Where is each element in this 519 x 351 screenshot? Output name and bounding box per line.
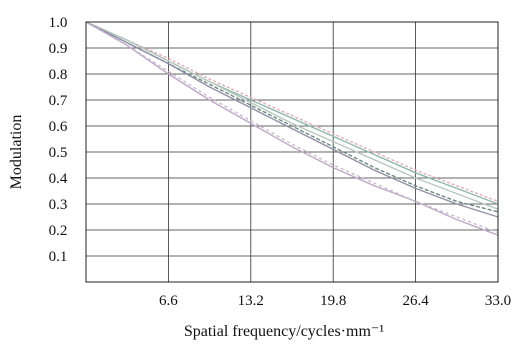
x-tick-label: 26.4	[402, 293, 429, 309]
series-line-6	[85, 21, 499, 236]
x-tick-label: 33.0	[485, 293, 511, 309]
series-line-5	[85, 21, 499, 218]
series-line-1	[85, 21, 499, 203]
plot-frame	[85, 21, 499, 283]
x-tick-label: 19.8	[320, 293, 346, 309]
series-lines	[85, 21, 499, 236]
x-tick-label: 6.6	[159, 293, 178, 309]
y-tick-label: 0.4	[49, 171, 68, 187]
y-tick-label: 0.2	[49, 223, 68, 239]
y-tick-label: 0.5	[49, 145, 68, 161]
y-tick-label: 0.7	[49, 93, 68, 109]
series-line-7	[85, 21, 499, 234]
x-tick-label: 13.2	[238, 293, 264, 309]
y-tick-label: 1.0	[49, 15, 68, 31]
grid-lines	[86, 21, 499, 282]
y-tick-label: 0.3	[49, 197, 68, 213]
y-axis-label: Modulation	[8, 115, 25, 190]
x-axis-label: Spatial frequency/cycles·mm⁻¹	[184, 323, 384, 340]
series-line-4	[85, 21, 499, 213]
y-tick-label: 0.8	[49, 67, 68, 83]
series-line-3	[85, 21, 499, 210]
y-tick-label: 0.6	[49, 119, 68, 135]
y-tick-labels: 0.1 0.2 0.3 0.4 0.5 0.6 0.7 0.8 0.9 1.0	[49, 15, 68, 265]
y-tick-label: 0.1	[49, 249, 68, 265]
x-tick-labels: 6.6 13.2 19.8 26.4 33.0	[159, 293, 511, 309]
y-tick-label: 0.9	[49, 41, 68, 57]
